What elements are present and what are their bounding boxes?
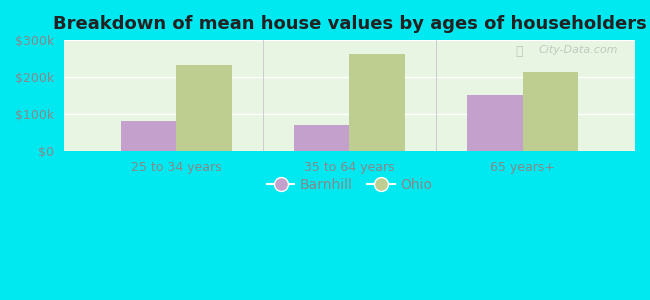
Bar <box>121 122 176 151</box>
Bar <box>467 95 523 151</box>
Bar <box>523 71 578 151</box>
Legend: Barnhill, Ohio: Barnhill, Ohio <box>261 172 437 197</box>
Text: ⓘ: ⓘ <box>515 44 523 58</box>
Bar <box>176 65 232 151</box>
Title: Breakdown of mean house values by ages of householders: Breakdown of mean house values by ages o… <box>53 15 646 33</box>
Text: City-Data.com: City-Data.com <box>538 44 618 55</box>
Bar <box>294 125 350 151</box>
Bar <box>350 54 405 151</box>
